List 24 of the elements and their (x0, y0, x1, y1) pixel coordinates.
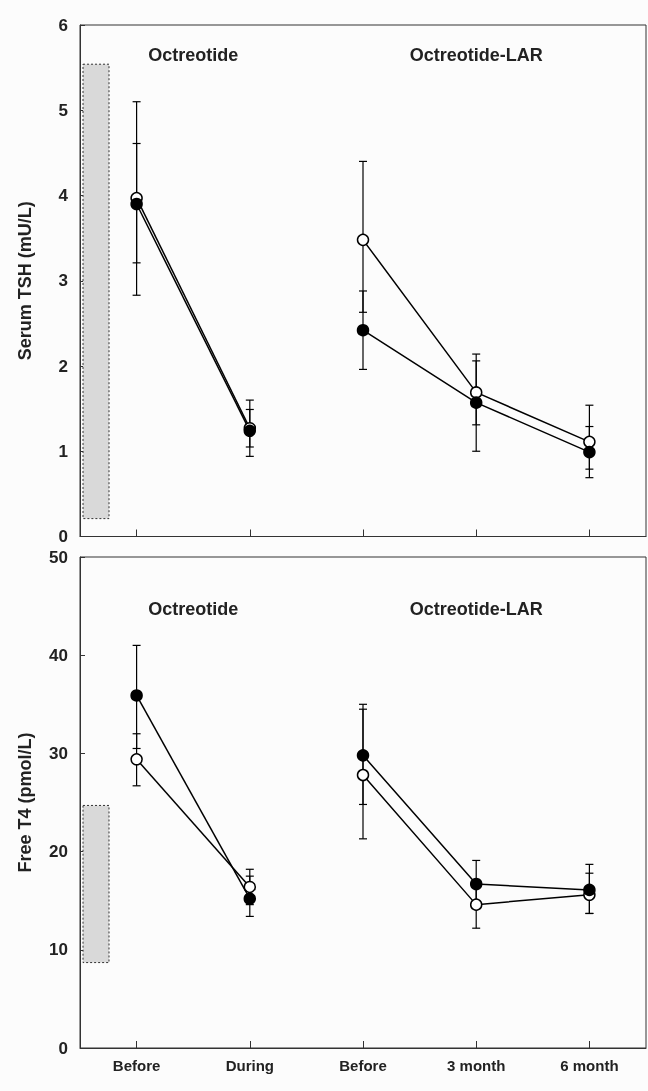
y-tick-label: 40 (49, 645, 68, 665)
y-tick-label: 2 (58, 356, 68, 376)
x-tick-label: 6 month (560, 1057, 619, 1074)
annotation: Octreotide (148, 45, 239, 65)
y-tick-label: 3 (58, 271, 68, 291)
y-tick-label: 4 (58, 186, 69, 205)
y-axis-title: Free T4 (pmol/L) (15, 732, 35, 873)
x-tick-label: During (225, 1057, 274, 1074)
y-tick-label: 0 (58, 1038, 68, 1058)
y-tick-label: 1 (58, 441, 68, 461)
y-tick-label: 5 (58, 100, 68, 120)
y-axis-title: Serum TSH (mU/L) (15, 201, 35, 361)
y-tick-label: 20 (49, 842, 68, 862)
y-tick-label: 30 (49, 743, 68, 763)
annotation: Octreotide (148, 599, 239, 619)
annotation: Octreotide-LAR (409, 599, 543, 619)
y-tick-label: 6 (58, 15, 68, 35)
x-tick-label: Before (339, 1057, 387, 1074)
x-tick-label: Before (112, 1057, 161, 1074)
x-tick-label: 3 month (447, 1057, 506, 1074)
y-tick-label: 10 (49, 940, 68, 960)
y-tick-label: 0 (58, 527, 68, 546)
annotation: Octreotide-LAR (409, 45, 543, 65)
y-tick-label: 50 (49, 547, 68, 567)
